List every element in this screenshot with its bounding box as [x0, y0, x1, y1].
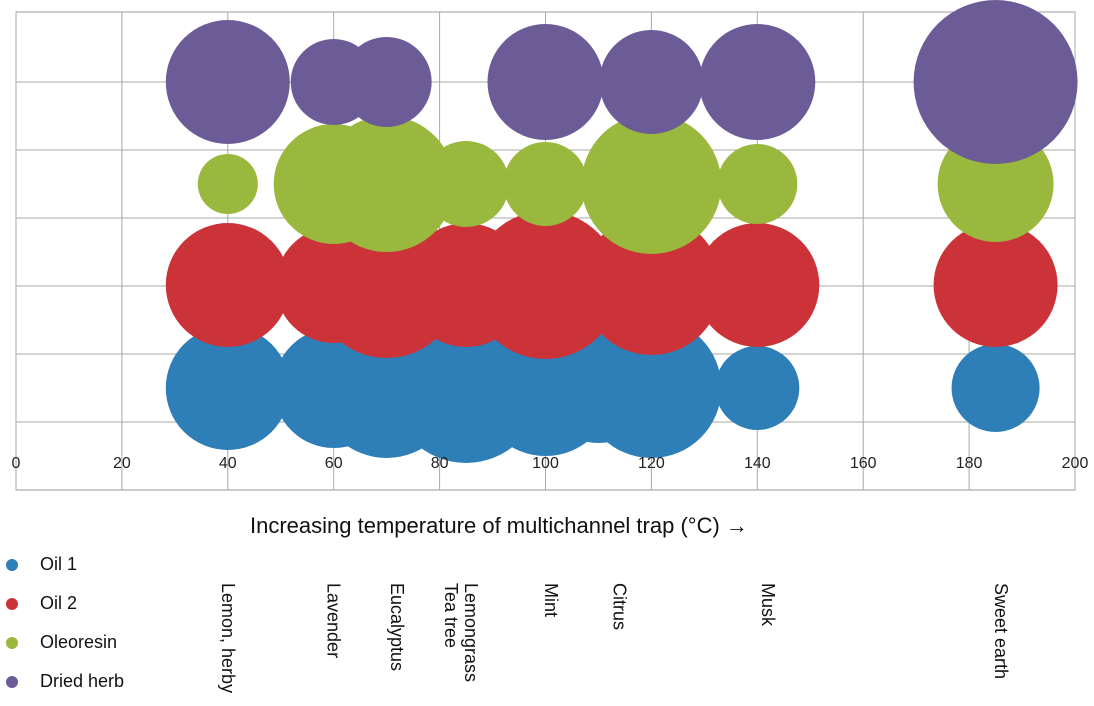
legend-label: Dried herb — [40, 671, 125, 691]
bubble — [471, 211, 620, 359]
scent-annotation: Eucalyptus — [387, 583, 408, 672]
x-axis-label: Increasing temperature of multichannel t… — [250, 513, 748, 538]
bubble — [503, 142, 588, 226]
bubble — [695, 223, 820, 347]
bubble — [487, 24, 604, 140]
legend-item: Dried herb — [6, 662, 124, 701]
legend-marker — [6, 675, 18, 688]
x-tick-label: 40 — [219, 455, 237, 472]
x-tick-label: 140 — [744, 455, 771, 472]
scent-annotation: Lemongrass Tea tree — [440, 583, 481, 683]
legend-marker — [6, 558, 18, 571]
bubble — [165, 326, 290, 450]
bubble — [165, 20, 290, 144]
x-tick-label: 200 — [1062, 455, 1089, 472]
legend-item: Oleoresin — [6, 623, 124, 662]
bubble-chart: 0 20 40 60 80 100 120 140 160 180 200 — [12, 0, 1089, 491]
x-tick-label: 0 — [12, 455, 21, 472]
bubble — [581, 215, 722, 355]
x-tick-label: 100 — [532, 455, 559, 472]
legend-marker — [6, 597, 18, 610]
legend-label: Oil 1 — [40, 554, 78, 574]
bubble — [318, 116, 455, 252]
scent-annotation: Sweet earth — [990, 583, 1011, 680]
bubble — [341, 37, 432, 127]
bubble — [715, 346, 800, 430]
bubble — [717, 144, 798, 224]
scent-annotation: Lavender — [323, 583, 344, 659]
legend-label: Oleoresin — [40, 632, 118, 652]
scent-annotation: Lemon, herby — [217, 583, 238, 694]
bubble — [599, 30, 704, 134]
scent-annotation: Mint — [540, 583, 561, 618]
bubble — [581, 318, 722, 458]
legend-item: Oil 1 — [6, 545, 124, 584]
scent-annotation: Citrus — [609, 583, 630, 631]
scent-annotation: Musk — [757, 583, 778, 627]
x-tick-label: 160 — [850, 455, 877, 472]
x-tick-label: 180 — [956, 455, 983, 472]
bubble — [197, 154, 258, 214]
legend-label: Oil 2 — [40, 593, 78, 613]
x-tick-label: 80 — [431, 455, 449, 472]
bubble — [933, 223, 1058, 347]
bubble — [423, 141, 510, 227]
x-tick-label: 20 — [113, 455, 131, 472]
x-tick-label: 120 — [638, 455, 665, 472]
bubble — [699, 24, 816, 140]
bubble — [913, 0, 1078, 164]
legend-item: Oil 2 — [6, 584, 124, 623]
legend-marker — [6, 636, 18, 649]
bubble — [581, 114, 722, 254]
bubble — [165, 223, 290, 347]
legend: Oil 1 Oil 2 Oleoresin Dried herb — [6, 545, 124, 701]
x-tick-label: 60 — [325, 455, 343, 472]
bubble — [951, 344, 1040, 432]
